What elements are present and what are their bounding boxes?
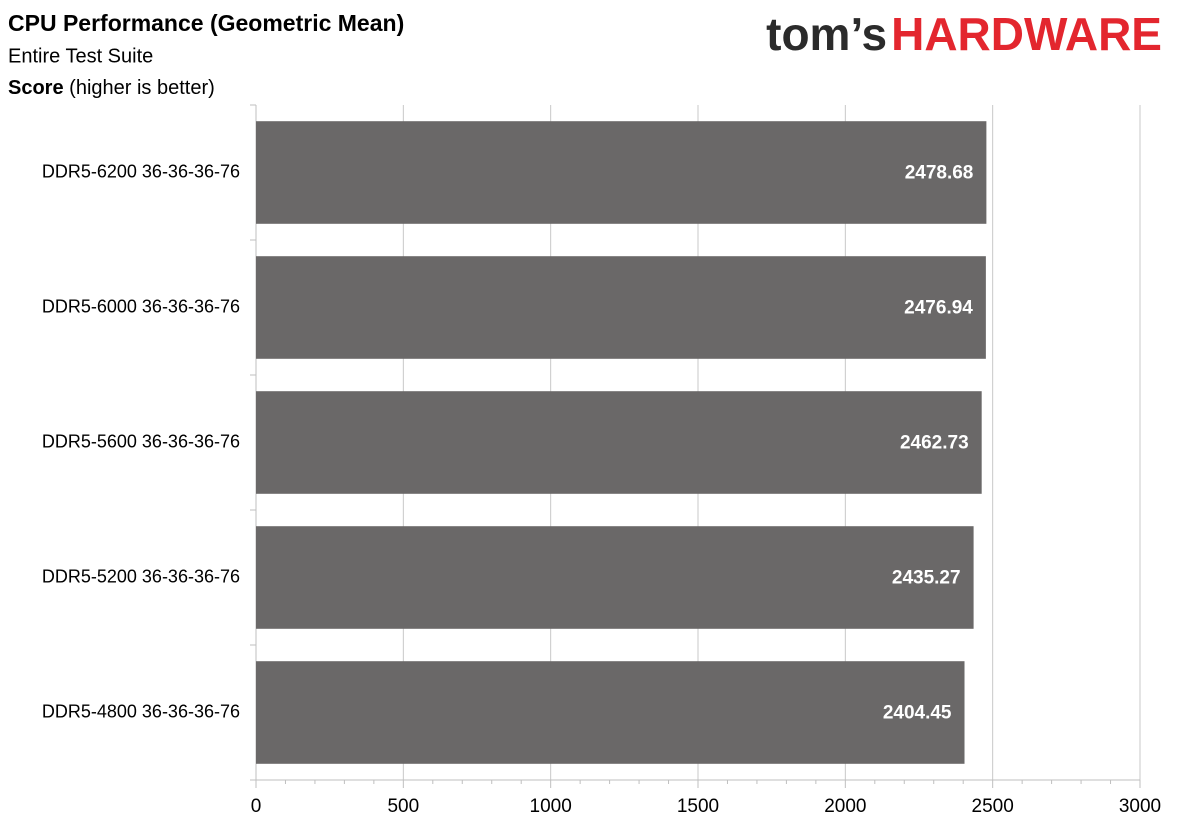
x-tick-label: 1500 [677, 796, 719, 817]
chart-subtitle: Entire Test Suite [8, 45, 153, 67]
value-label: 2478.68 [905, 163, 974, 184]
y-tick-label: DDR5-4800 36-36-36-76 [42, 701, 240, 721]
x-tick-label: 3000 [1119, 796, 1161, 817]
bar [256, 391, 982, 494]
axis-label-main: Score [8, 77, 64, 99]
x-tick-label: 2500 [972, 796, 1014, 817]
axis-label: Score (higher is better) [8, 77, 215, 99]
y-tick-label: DDR5-6200 36-36-36-76 [42, 161, 240, 181]
value-label: 2435.27 [892, 568, 961, 589]
bar [256, 526, 974, 629]
y-tick-label: DDR5-6000 36-36-36-76 [42, 296, 240, 316]
value-label: 2462.73 [900, 433, 969, 454]
bar [256, 121, 987, 224]
bar [256, 661, 965, 764]
x-tick-label: 0 [251, 796, 262, 817]
brand-logo: tom’sHARDWARE [766, 8, 1162, 60]
value-label: 2476.94 [904, 298, 973, 319]
y-tick-label: DDR5-5600 36-36-36-76 [42, 431, 240, 451]
chart-title: CPU Performance (Geometric Mean) [8, 10, 404, 36]
bar [256, 256, 986, 359]
x-tick-label: 500 [387, 796, 419, 817]
value-label: 2404.45 [883, 703, 952, 724]
x-tick-label: 1000 [530, 796, 572, 817]
brand-prefix: tom’s [766, 8, 887, 60]
x-tick-label: 2000 [824, 796, 866, 817]
axis-label-note: (higher is better) [69, 77, 215, 99]
y-tick-label: DDR5-5200 36-36-36-76 [42, 566, 240, 586]
brand-name: HARDWARE [891, 8, 1162, 60]
